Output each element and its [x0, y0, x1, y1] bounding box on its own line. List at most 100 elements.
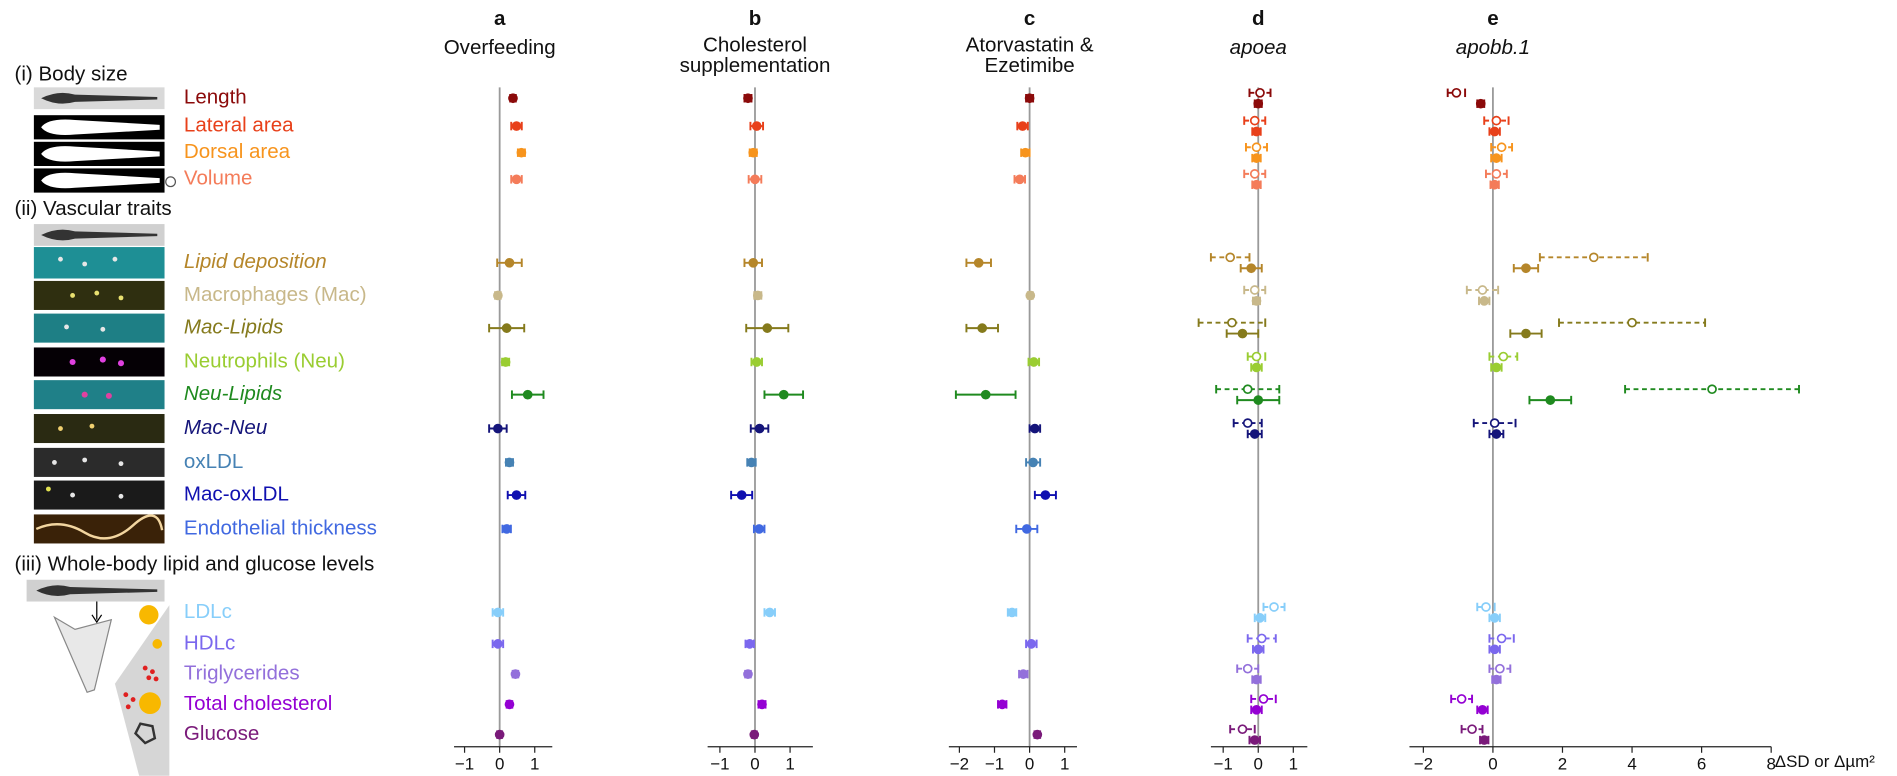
point: [753, 358, 761, 366]
vessel-thumbnail: [34, 414, 165, 443]
point-open: [1628, 319, 1636, 327]
point: [750, 731, 758, 739]
panel-subtitle: Atorvastatin &: [966, 34, 1094, 57]
tube: [54, 617, 111, 692]
point: [751, 175, 759, 183]
point: [1041, 491, 1049, 499]
panel-subtitle: Cholesterol: [703, 34, 807, 57]
point: [503, 525, 511, 533]
point: [1492, 676, 1500, 684]
vessel-thumbnail: [34, 281, 165, 310]
point: [975, 259, 983, 267]
panel-letter: e: [1487, 7, 1498, 30]
lipid-icon: [139, 605, 158, 624]
point: [1478, 706, 1486, 714]
point-open: [1458, 695, 1466, 703]
group-heading: (iii) Whole-body lipid and glucose level…: [15, 553, 375, 576]
group-heading: (ii) Vascular traits: [15, 197, 172, 220]
point: [1546, 396, 1554, 404]
point: [513, 175, 521, 183]
trait-label: Mac-Lipids: [184, 316, 283, 339]
point: [756, 425, 764, 433]
point: [1491, 128, 1499, 136]
point: [766, 608, 774, 616]
x-tick-label: 0: [1254, 754, 1263, 773]
x-tick-label: 6: [1697, 754, 1706, 773]
point-open: [1468, 725, 1476, 733]
x-tick-label: 1: [1060, 754, 1069, 773]
point-open: [1244, 419, 1252, 427]
panel-subtitle: supplementation: [680, 54, 831, 77]
point: [982, 391, 990, 399]
trait-label: HDLc: [184, 631, 235, 654]
trait-label: Endothelial thickness: [184, 516, 377, 539]
point: [1522, 264, 1530, 272]
point: [1023, 525, 1031, 533]
point: [1492, 363, 1500, 371]
panel-letter: d: [1252, 7, 1265, 30]
vessel-thumbnail: [34, 380, 165, 409]
x-tick-label: 0: [1025, 754, 1034, 773]
point-open: [1492, 117, 1500, 125]
point: [1251, 430, 1259, 438]
point: [505, 259, 513, 267]
group-heading: (i) Body size: [15, 63, 128, 86]
point: [1251, 736, 1259, 744]
point: [1522, 330, 1530, 338]
trait-label: oxLDL: [184, 450, 243, 473]
x-tick-label: 0: [750, 754, 759, 773]
x-tick-label: 1: [785, 754, 794, 773]
panel-subtitle: apoea: [1230, 36, 1287, 59]
point: [1238, 330, 1246, 338]
vessel-thumbnail: [34, 314, 165, 343]
point: [998, 700, 1006, 708]
panel-letter: a: [494, 7, 506, 30]
point: [513, 491, 521, 499]
point: [746, 640, 754, 648]
point-open: [1238, 725, 1246, 733]
x-tick-label: −1: [985, 754, 1004, 773]
point: [1029, 458, 1037, 466]
panel-letter: c: [1024, 7, 1035, 30]
point-open: [1251, 170, 1259, 178]
point-open: [1270, 603, 1278, 611]
point: [1019, 670, 1027, 678]
x-tick-label: 1: [530, 754, 539, 773]
trait-label: Glucose: [184, 722, 259, 745]
x-tick-label: 0: [1488, 754, 1497, 773]
point: [1491, 614, 1499, 622]
point: [1026, 291, 1034, 299]
point: [1026, 94, 1034, 102]
trait-label: LDLc: [184, 600, 232, 623]
point-open: [1226, 253, 1234, 261]
rotation-icon: [166, 177, 176, 187]
point-open: [1498, 634, 1506, 642]
point-open: [1498, 143, 1506, 151]
point: [1480, 297, 1488, 305]
illustrations: [27, 87, 176, 775]
point: [753, 122, 761, 130]
panel-subtitle: Overfeeding: [444, 36, 556, 59]
point-open: [1258, 634, 1266, 642]
point: [1252, 676, 1260, 684]
trait-label: Mac-Neu: [184, 416, 268, 439]
trait-label: Mac-oxLDL: [184, 483, 289, 506]
vessel-thumbnail: [34, 247, 165, 278]
point: [1252, 297, 1260, 305]
point: [503, 324, 511, 332]
point: [1256, 614, 1264, 622]
point: [1492, 430, 1500, 438]
point-open: [1244, 385, 1252, 393]
x-tick-label: −1: [710, 754, 729, 773]
trait-label: Lipid deposition: [184, 250, 327, 273]
trait-label: Total cholesterol: [184, 692, 332, 715]
point: [738, 491, 746, 499]
point: [1252, 128, 1260, 136]
point-open: [1252, 143, 1260, 151]
panel: eapobb.1−202468ΔSD or Δµm²: [1409, 7, 1875, 773]
point: [505, 458, 513, 466]
point: [494, 291, 502, 299]
point: [744, 670, 752, 678]
point: [502, 358, 510, 366]
